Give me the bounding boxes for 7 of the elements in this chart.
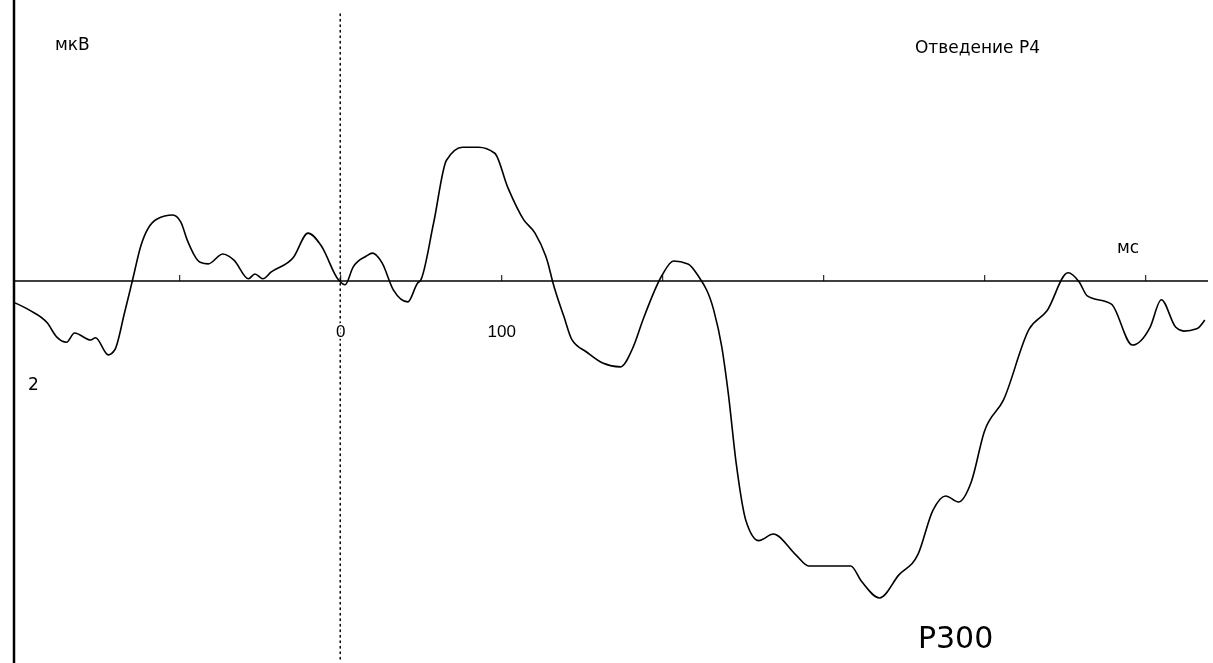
x-axis-title: мс bbox=[1117, 237, 1140, 257]
x-tick-label: 100 bbox=[487, 322, 516, 341]
x-tick-label: 0 bbox=[335, 322, 346, 341]
chart-title: Отведение P4 bbox=[914, 37, 1040, 57]
text: мкВ bbox=[55, 34, 90, 54]
annotation: 2 bbox=[28, 374, 39, 394]
annotation: P300 bbox=[917, 620, 994, 655]
